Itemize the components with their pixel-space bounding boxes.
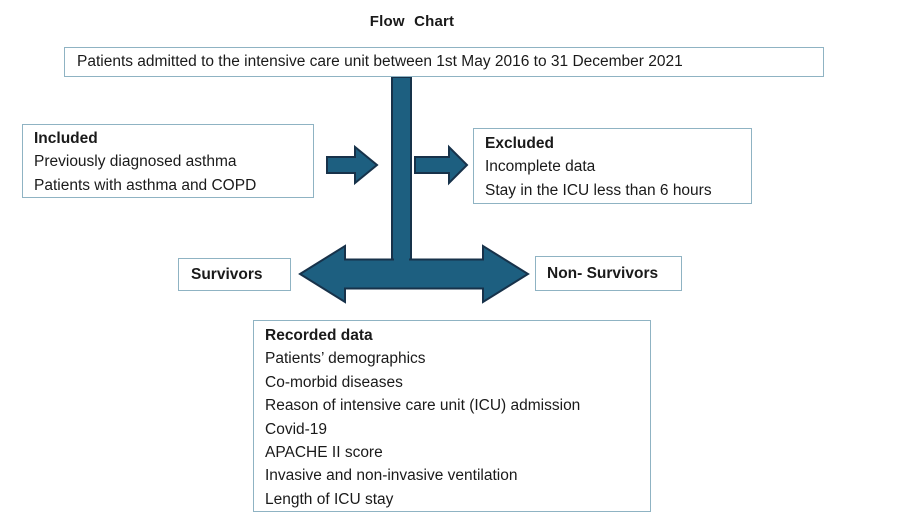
included-line: Previously diagnosed asthma xyxy=(34,153,237,171)
box-included: Included Previously diagnosed asthma Pat… xyxy=(22,124,314,198)
page-title: Flow Chart xyxy=(369,13,455,30)
recorded-data-line: Reason of intensive care unit (ICU) admi… xyxy=(265,397,581,415)
recorded-data-heading: Recorded data xyxy=(265,327,373,344)
recorded-data-line: Covid-19 xyxy=(265,420,328,438)
recorded-data-line: Patients’ demographics xyxy=(265,350,426,368)
recorded-data-line: APACHE II score xyxy=(265,444,383,462)
included-right-arrow-icon xyxy=(326,144,379,186)
survivors-label: Survivors xyxy=(191,265,263,283)
excluded-line: Stay in the ICU less than 6 hours xyxy=(485,181,712,199)
vertical-flow-bar-icon xyxy=(391,76,412,264)
admitted-patients-text: Patients admitted to the intensive care … xyxy=(77,53,683,71)
included-line: Patients with asthma and COPD xyxy=(34,176,257,194)
recorded-data-line: Invasive and non-invasive ventilation xyxy=(265,467,518,485)
non-survivors-label: Non- Survivors xyxy=(547,264,659,282)
box-non-survivors: Non- Survivors xyxy=(535,256,682,291)
included-heading: Included xyxy=(34,130,98,147)
box-recorded-data: Recorded data Patients’ demographics Co-… xyxy=(253,320,651,512)
excluded-line: Incomplete data xyxy=(485,158,596,176)
box-admitted-patients: Patients admitted to the intensive care … xyxy=(64,47,824,77)
excluded-heading: Excluded xyxy=(485,135,554,152)
recorded-data-line: Length of ICU stay xyxy=(265,490,394,508)
recorded-data-line: Co-morbid diseases xyxy=(265,373,403,391)
split-double-arrow-icon xyxy=(298,244,530,304)
bar-arrow-seam-patch xyxy=(394,256,409,266)
box-excluded: Excluded Incomplete data Stay in the ICU… xyxy=(473,128,752,204)
excluded-right-arrow-icon xyxy=(414,144,469,186)
box-survivors: Survivors xyxy=(178,258,291,291)
